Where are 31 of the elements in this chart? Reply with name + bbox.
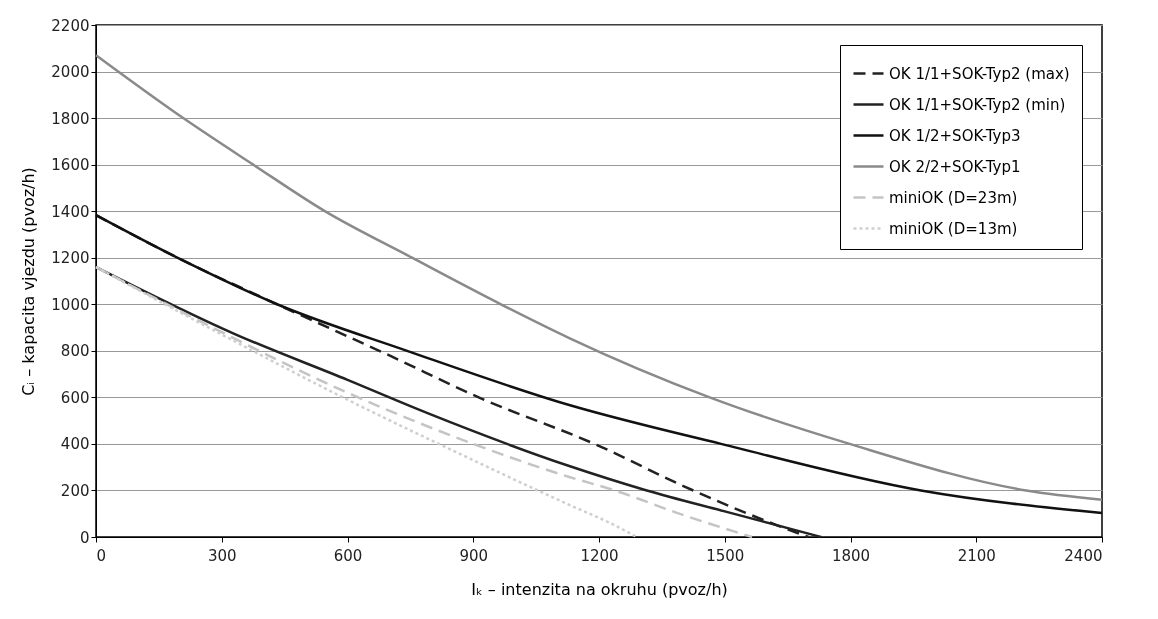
y-tick-label: 2200 xyxy=(51,16,90,35)
x-tick-label: 900 xyxy=(459,546,489,565)
y-tick-label: 200 xyxy=(60,481,90,500)
y-tick-label: 1200 xyxy=(51,249,90,268)
legend-label: OK 2/2+SOK-Typ1 xyxy=(889,157,1021,176)
y-tick-label: 1000 xyxy=(51,295,90,314)
line-series xyxy=(94,54,1104,502)
y-tick-label: 1400 xyxy=(51,202,90,221)
y-tick-label: 2000 xyxy=(51,63,90,82)
line-series xyxy=(94,213,1104,515)
x-tick-label: 300 xyxy=(207,546,237,565)
x-tick-label: 2100 xyxy=(957,546,996,565)
x-tick-label: 1800 xyxy=(831,546,871,565)
x-tick-label: 2400 xyxy=(1064,546,1103,565)
legend-label: miniOK (D=13m) xyxy=(889,219,1018,238)
x-axis-title: Iₖ – intenzita na okruhu (pvoz/h) xyxy=(471,579,728,599)
x-tick-label: 1500 xyxy=(706,546,745,565)
y-axis-title: Cᵢ – kapacita vjezdu (pvoz/h) xyxy=(19,167,39,396)
y-tick-label: 1800 xyxy=(51,109,90,128)
legend-label: OK 1/1+SOK-Typ2 (min) xyxy=(889,95,1066,114)
legend-label: OK 1/1+SOK-Typ2 (max) xyxy=(889,64,1070,83)
legend-label: miniOK (D=23m) xyxy=(889,188,1018,207)
x-tick-label: 0 xyxy=(96,546,107,565)
y-tick-label: 600 xyxy=(60,388,90,407)
y-tick-label: 1600 xyxy=(51,156,90,175)
legend-label: OK 1/2+SOK-Typ3 xyxy=(889,126,1021,145)
y-tick-label: 0 xyxy=(79,528,90,547)
y-tick-label: 800 xyxy=(60,342,90,361)
x-tick-label: 1200 xyxy=(580,546,619,565)
y-tick-label: 400 xyxy=(60,435,90,454)
x-tick-label: 600 xyxy=(333,546,363,565)
